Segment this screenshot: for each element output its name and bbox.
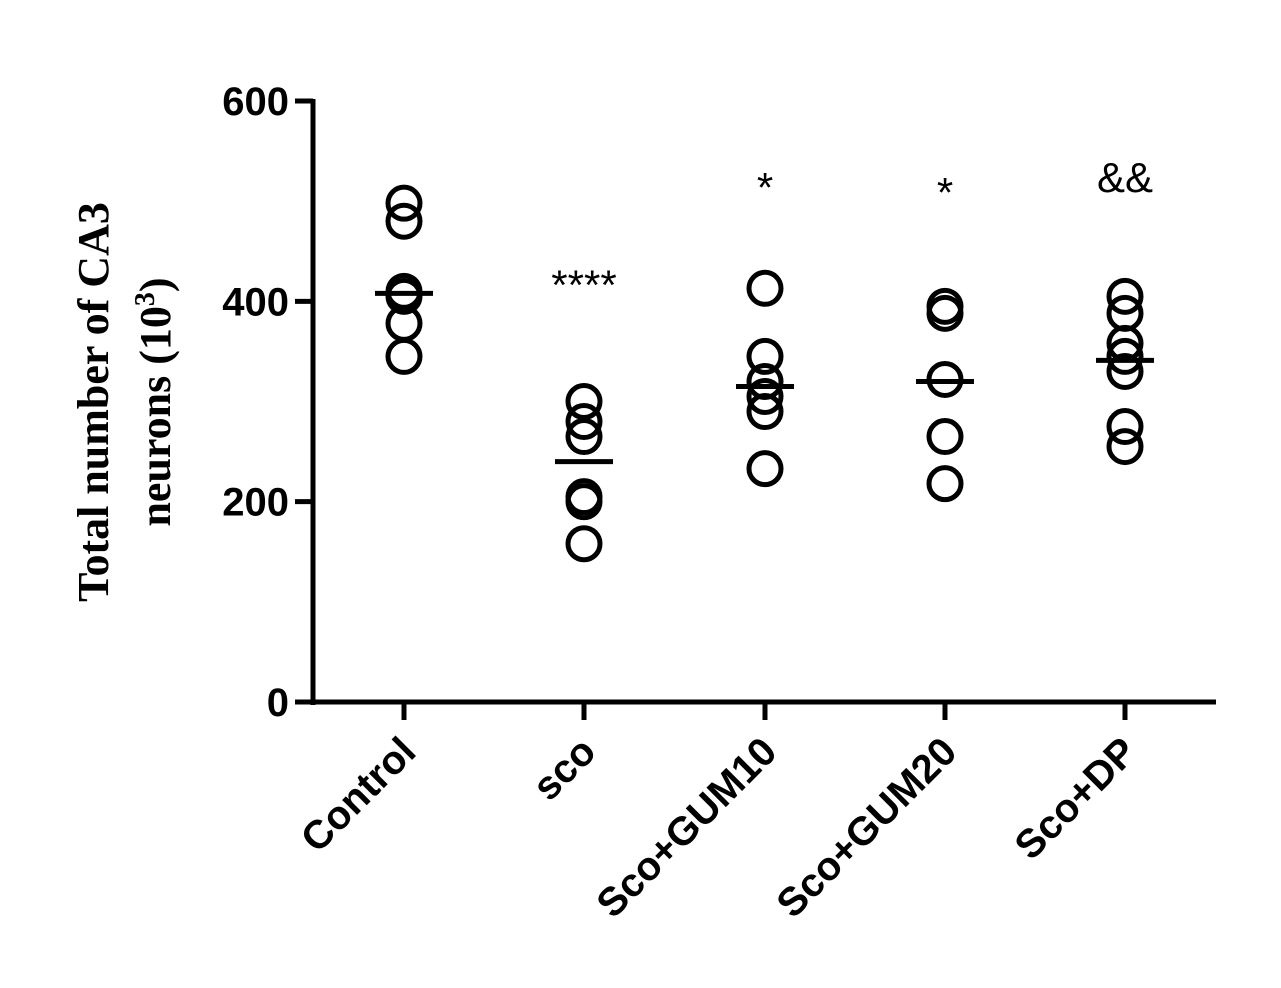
x-category-label: Control xyxy=(293,729,425,861)
data-point xyxy=(385,337,423,375)
x-category-label: sco xyxy=(525,729,605,809)
significance-markers: ***** * && xyxy=(551,154,1153,308)
data-point xyxy=(385,202,423,240)
data-point xyxy=(1106,337,1144,375)
data-point xyxy=(746,393,784,431)
data-point xyxy=(746,377,784,415)
data-point xyxy=(746,450,784,488)
significance-marker: **** xyxy=(551,261,616,308)
y-axis-label-line2-prefix: neurons (10 xyxy=(131,306,180,526)
data-point xyxy=(1106,408,1144,446)
y-tick-label: 600 xyxy=(222,80,289,124)
data-point xyxy=(926,294,964,332)
data-point xyxy=(1106,277,1144,315)
x-category-label: Sco+DP xyxy=(1007,729,1146,868)
data-point xyxy=(565,525,603,563)
mean-lines xyxy=(375,290,1154,465)
y-axis-label-line1: Total number of CA3 xyxy=(69,202,118,602)
data-point xyxy=(565,418,603,456)
data-point xyxy=(565,383,603,420)
x-category-label: Sco+GUM20 xyxy=(768,729,965,926)
data-point xyxy=(1106,352,1144,390)
data-point xyxy=(385,184,423,222)
significance-marker: * xyxy=(757,164,773,211)
y-axis-label-line2: neurons (103) xyxy=(130,277,180,526)
data-points xyxy=(385,184,1144,563)
y-axis-label-superscript: 3 xyxy=(130,292,161,306)
data-point xyxy=(746,337,784,375)
data-point xyxy=(385,277,423,315)
x-category-label: Sco+GUM10 xyxy=(588,729,785,926)
data-point xyxy=(926,418,964,456)
y-axis-label: Total number of CA3 neurons (103) xyxy=(69,202,180,602)
y-axis-label-line2-suffix: ) xyxy=(131,277,180,292)
significance-marker: && xyxy=(1097,154,1153,201)
data-point xyxy=(565,403,603,441)
y-tick-label: 200 xyxy=(222,481,289,525)
significance-marker: * xyxy=(937,169,953,216)
data-point xyxy=(926,465,964,503)
y-tick-label: 0 xyxy=(267,681,289,725)
data-point xyxy=(1106,428,1144,466)
y-tick-label: 400 xyxy=(222,280,289,324)
data-point xyxy=(565,483,603,521)
y-ticks: 0 200 400 600 xyxy=(222,80,313,725)
data-point xyxy=(746,269,784,307)
